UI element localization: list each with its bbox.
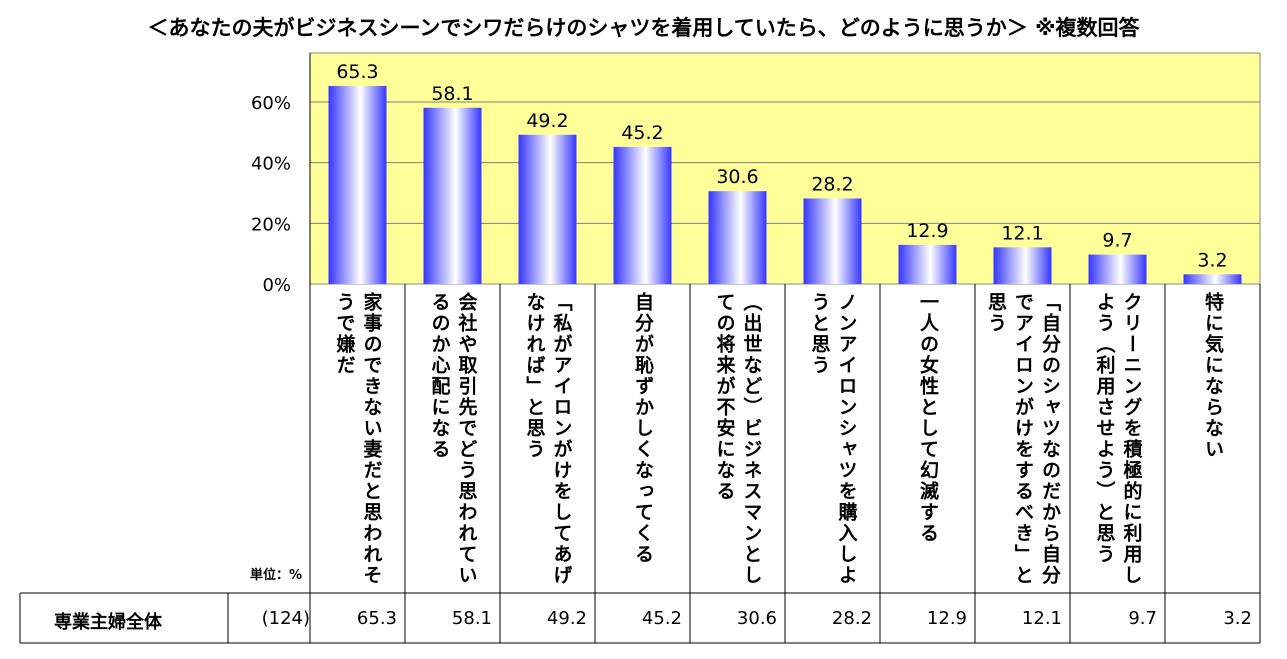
category-label: 「自分のシャツなのだから自分でアイロンがけをするべき」と思う xyxy=(985,292,1061,586)
category-label: ノンアイロンシャツを購入しようと思う xyxy=(808,292,858,586)
category-label: 「私がアイロンがけをしてあげなければ」と思う xyxy=(523,292,573,586)
bar xyxy=(328,85,387,284)
bar xyxy=(803,198,862,284)
table-value-cell: 3.2 xyxy=(1223,608,1252,629)
table-value-cell: 65.3 xyxy=(356,608,397,629)
bar xyxy=(1183,274,1242,284)
table-value-cell: 12.9 xyxy=(926,608,967,629)
data-label: 12.9 xyxy=(906,220,948,242)
category-label: 家事のできない妻だと思われそうで嫌だ xyxy=(333,292,383,586)
category-label: クリーニングを積極的に利用しよう（利用させよう）と思う xyxy=(1093,292,1143,586)
y-tick-label: 20% xyxy=(251,214,291,235)
bar xyxy=(898,244,957,284)
data-label: 9.7 xyxy=(1102,230,1132,252)
table-value-cell: 28.2 xyxy=(831,608,872,629)
data-label: 3.2 xyxy=(1197,249,1227,271)
category-label: 自分が恥ずかしくなってくる xyxy=(632,292,654,565)
y-tick-label: 0% xyxy=(262,275,291,296)
category-label: 会社や取引先でどう思われているのか心配になる xyxy=(428,292,478,586)
y-tick-label: 60% xyxy=(251,93,291,114)
table-value-cell: 9.7 xyxy=(1128,608,1157,629)
chart-title: ＜あなたの夫がビジネスシーンでシワだらけのシャツを着用していたら、どのように思う… xyxy=(147,16,1140,40)
category-label: （出世など）ビジネスマンとしての将来が不安になる xyxy=(713,292,763,586)
y-tick-label: 40% xyxy=(251,154,291,175)
data-label: 45.2 xyxy=(621,122,663,144)
table-value-cell: 12.1 xyxy=(1021,608,1062,629)
bar xyxy=(613,146,672,284)
bar xyxy=(708,191,767,284)
table-value-cell: 45.2 xyxy=(641,608,682,629)
unit-label: 単位：% xyxy=(250,568,303,583)
data-label: 12.1 xyxy=(1001,222,1043,244)
data-label: 30.6 xyxy=(716,166,758,188)
bar xyxy=(423,107,482,284)
table-value-cell: 30.6 xyxy=(736,608,777,629)
bar xyxy=(1088,254,1147,284)
table-n-cell: (124) xyxy=(261,608,310,629)
data-label: 49.2 xyxy=(526,110,568,132)
table-value-cell: 58.1 xyxy=(451,608,492,629)
category-label: 特に気にならない xyxy=(1202,292,1224,460)
category-label: 一人の女性として幻滅する xyxy=(917,292,939,544)
bar xyxy=(993,247,1052,284)
bar xyxy=(518,134,577,284)
data-label: 28.2 xyxy=(811,173,853,195)
table-value-cell: 49.2 xyxy=(546,608,587,629)
data-label: 65.3 xyxy=(336,61,378,83)
data-label: 58.1 xyxy=(431,83,473,105)
table-row-label: 専業主婦全体 xyxy=(54,612,162,633)
